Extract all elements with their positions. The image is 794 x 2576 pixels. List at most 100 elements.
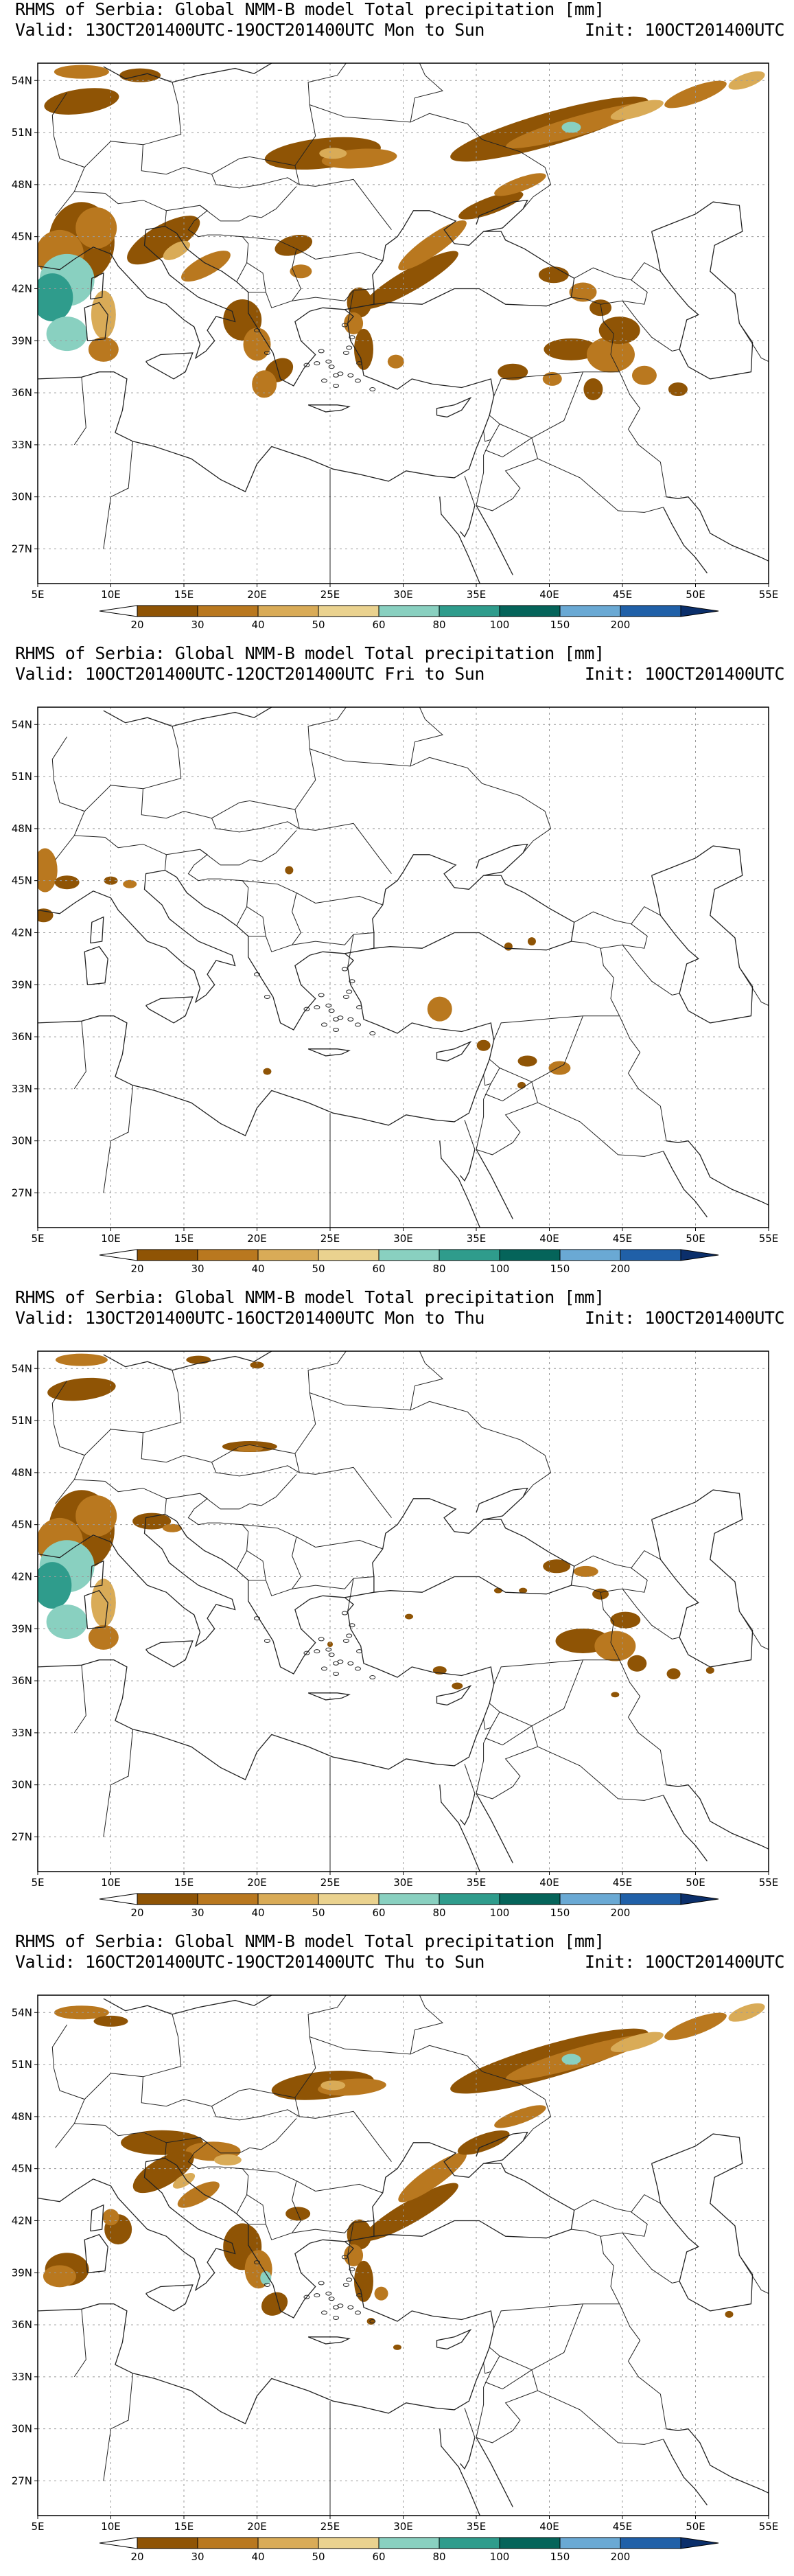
lat-tick-label: 48N xyxy=(12,2111,32,2123)
lon-tick-label: 30E xyxy=(393,588,413,601)
precip-area xyxy=(538,266,569,284)
precip-area xyxy=(405,1613,414,1620)
precip-area xyxy=(398,2152,467,2203)
country-borders xyxy=(51,1351,769,1872)
map-layer xyxy=(38,707,769,1228)
precip-area xyxy=(54,65,109,79)
precip-area xyxy=(327,1642,333,1648)
colorbar-label: 40 xyxy=(251,1907,264,1919)
precip-area xyxy=(38,273,73,322)
precipitation-field xyxy=(43,2003,765,2350)
precip-area xyxy=(398,220,467,271)
precip-area xyxy=(548,1061,571,1075)
colorbar-high-arrow xyxy=(680,605,719,617)
precip-area xyxy=(610,2032,664,2052)
colorbar-segment xyxy=(137,1249,198,1261)
lat-tick-label: 33N xyxy=(12,439,32,451)
precip-area xyxy=(91,290,116,339)
lon-tick-label: 55E xyxy=(759,588,779,601)
lat-tick-label: 42N xyxy=(12,926,32,939)
precipitation-map: 5E 10E 15E 20E 25E 30E 35E 40E 45E 50E 55E 54N 51N 48… xyxy=(12,706,778,1275)
lat-tick-label: 54N xyxy=(12,74,32,87)
lon-tick-label: 50E xyxy=(686,1876,705,1889)
colorbar-segment xyxy=(197,2537,259,2549)
colorbar-label: 60 xyxy=(372,2551,385,2563)
precip-area xyxy=(725,2310,734,2318)
precip-area xyxy=(320,2080,346,2091)
precip-area xyxy=(186,1355,211,1364)
colorbar-label: 200 xyxy=(611,1263,631,1275)
precip-area xyxy=(668,382,688,397)
precip-area xyxy=(353,2260,373,2302)
lon-tick-label: 35E xyxy=(467,1876,487,1889)
islands xyxy=(254,323,376,392)
precip-area xyxy=(93,2015,128,2027)
precip-area xyxy=(177,2181,220,2208)
precip-area xyxy=(569,282,597,302)
islands xyxy=(254,967,376,1036)
forecast-panel-4: RHMS of Serbia: Global NMM-B model Total… xyxy=(0,1932,794,2576)
precip-area xyxy=(47,1377,116,1401)
lat-tick-label: 27N xyxy=(12,1830,32,1843)
init-time: Init: 10OCT201400UTC xyxy=(584,1308,785,1328)
lon-tick-label: 20E xyxy=(247,2520,267,2533)
precipitation-field xyxy=(38,65,765,401)
precip-area xyxy=(250,1361,264,1369)
country-borders xyxy=(51,63,769,584)
colorbar-label: 200 xyxy=(611,619,631,631)
country-borders xyxy=(51,707,769,1228)
lat-tick-label: 27N xyxy=(12,2474,32,2487)
precip-area xyxy=(362,2183,458,2242)
precip-area xyxy=(393,2344,401,2350)
lon-tick-label: 30E xyxy=(393,2520,413,2533)
precip-area xyxy=(527,937,536,946)
precip-area xyxy=(573,1565,598,1577)
precip-area xyxy=(452,1682,463,1690)
lat-tick-label: 42N xyxy=(12,1570,32,1583)
precip-area xyxy=(347,287,372,318)
colorbar: 20 30 40 50 60 80 100 150 200 xyxy=(99,1893,719,1919)
colorbar: 20 30 40 50 60 80 100 150 200 xyxy=(99,1249,719,1275)
precip-area xyxy=(598,317,640,345)
colorbar-segment xyxy=(257,1893,319,1905)
colorbar-segment xyxy=(378,1249,440,1261)
colorbar-segment xyxy=(257,2537,319,2549)
lat-tick-label: 54N xyxy=(12,1362,32,1375)
lon-tick-label: 30E xyxy=(393,1232,413,1245)
lat-tick-label: 27N xyxy=(12,542,32,555)
precip-area xyxy=(543,1559,571,1574)
lon-tick-label: 15E xyxy=(174,1876,194,1889)
precip-area xyxy=(132,2151,194,2194)
lat-tick-label: 45N xyxy=(12,875,32,887)
precip-area xyxy=(561,122,581,133)
lon-tick-label: 5E xyxy=(31,2520,44,2533)
colorbar-high-arrow xyxy=(680,2537,719,2549)
precip-area xyxy=(261,2292,288,2316)
valid-period: Valid: 13OCT201400UTC-16OCT201400UTC Mon… xyxy=(15,1308,484,1328)
precip-area xyxy=(263,1068,272,1075)
lon-tick-label: 10E xyxy=(101,1232,121,1245)
colorbar-label: 150 xyxy=(550,1263,570,1275)
lat-tick-label: 30N xyxy=(12,2423,32,2435)
colorbar-label: 80 xyxy=(432,1263,445,1275)
precip-area xyxy=(589,299,612,317)
lat-tick-label: 39N xyxy=(12,2266,32,2279)
precip-area xyxy=(561,2054,581,2065)
lat-tick-label: 33N xyxy=(12,2371,32,2383)
lat-tick-label: 45N xyxy=(12,2163,32,2175)
precip-area xyxy=(44,88,119,115)
precip-area xyxy=(498,363,528,380)
init-time: Init: 10OCT201400UTC xyxy=(584,1952,785,1972)
colorbar-segment xyxy=(620,2537,681,2549)
lon-tick-label: 5E xyxy=(31,1232,44,1245)
lon-tick-label: 50E xyxy=(686,588,705,601)
lon-tick-label: 10E xyxy=(101,2520,121,2533)
init-time: Init: 10OCT201400UTC xyxy=(584,20,785,40)
panel-title: RHMS of Serbia: Global NMM-B model Total… xyxy=(15,0,605,19)
lat-tick-label: 51N xyxy=(12,2058,32,2071)
colorbar-high-arrow xyxy=(680,1249,719,1261)
colorbar-segment xyxy=(499,1249,561,1261)
precip-area xyxy=(666,1668,681,1679)
precip-area xyxy=(347,2219,372,2250)
lon-tick-label: 40E xyxy=(539,588,559,601)
